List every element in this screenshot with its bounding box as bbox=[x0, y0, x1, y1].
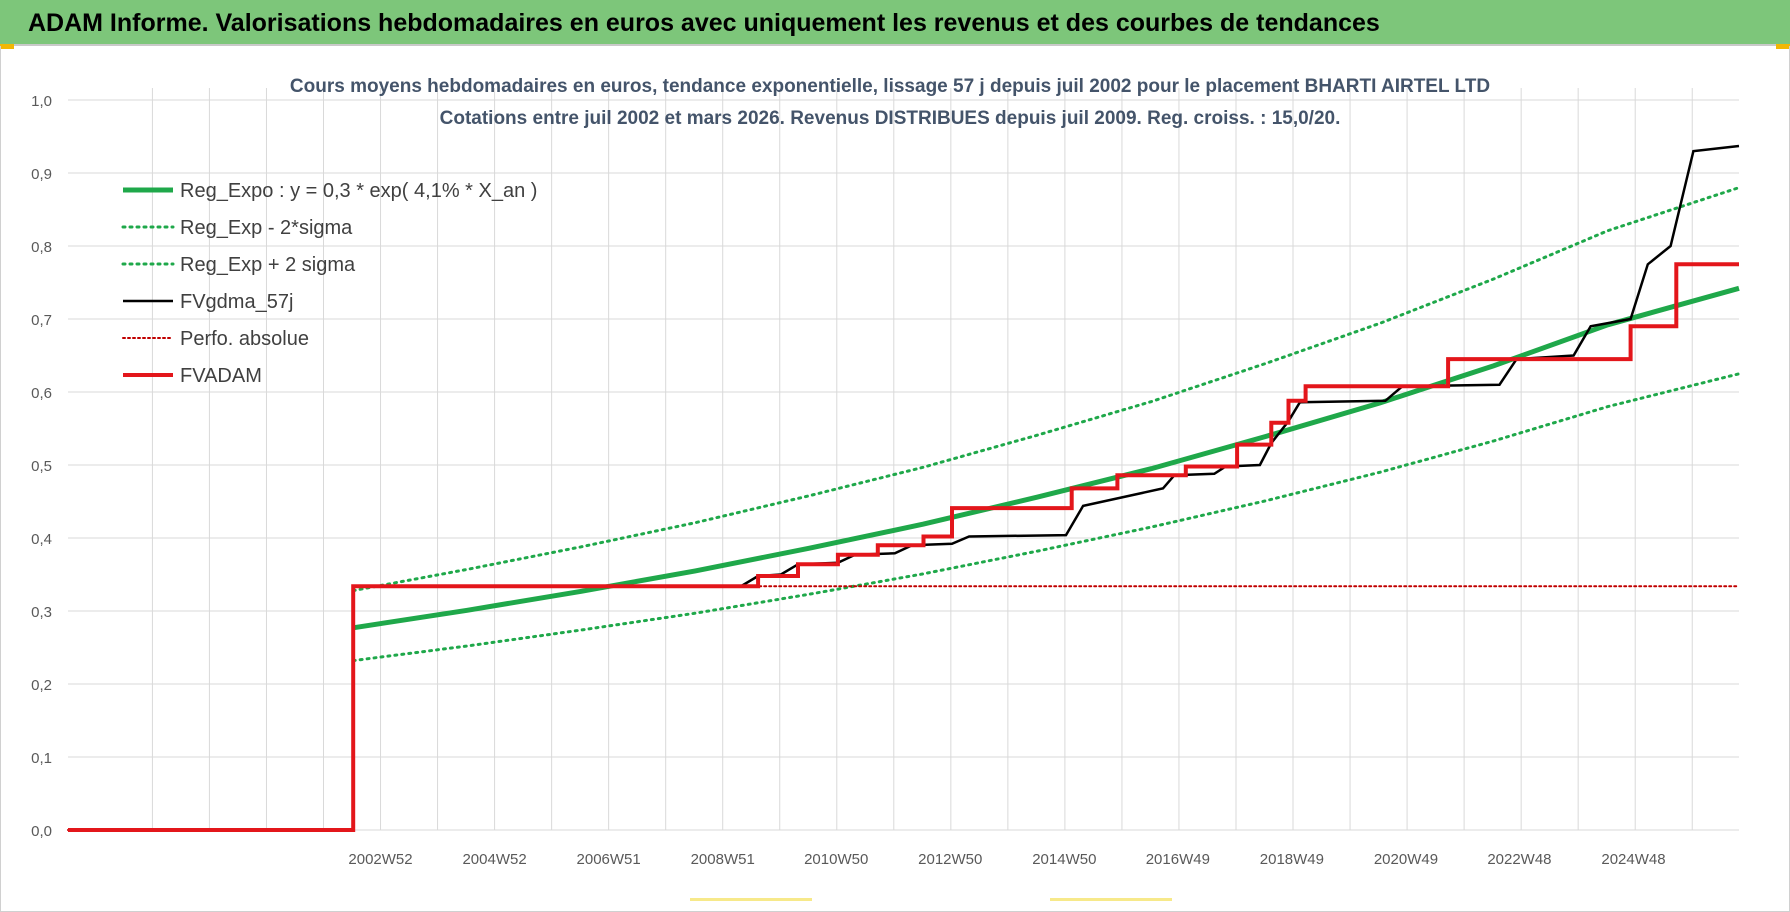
series-line bbox=[68, 262, 1739, 832]
series-line bbox=[352, 285, 1740, 631]
y-tick-label: 0,3 bbox=[31, 604, 52, 621]
series-line bbox=[67, 585, 1740, 831]
legend-label: Reg_Expo : y = 0,3 * exp( 4,1% * X_an ) bbox=[180, 180, 537, 202]
x-tick-label: 2012W50 bbox=[918, 851, 982, 868]
y-tick-label: 0,5 bbox=[31, 458, 52, 475]
y-tick-label: 0,1 bbox=[31, 750, 52, 767]
x-tick-label: 2024W48 bbox=[1601, 851, 1665, 868]
x-tick-label: 2008W51 bbox=[691, 851, 755, 868]
y-tick-label: 0,9 bbox=[31, 166, 52, 183]
legend-label: Perfo. absolue bbox=[180, 328, 309, 350]
corner-marker bbox=[0, 44, 14, 49]
legend-label: FVADAM bbox=[180, 365, 262, 387]
x-tick-label: 2010W50 bbox=[804, 851, 868, 868]
series-line bbox=[68, 144, 1740, 832]
y-tick-label: 0,2 bbox=[31, 677, 52, 694]
bottom-marker bbox=[690, 898, 812, 901]
header-banner: ADAM Informe. Valorisations hebdomadaire… bbox=[0, 0, 1790, 46]
x-tick-label: 2016W49 bbox=[1146, 851, 1210, 868]
bottom-marker bbox=[1050, 898, 1172, 901]
x-tick-label: 2006W51 bbox=[577, 851, 641, 868]
chart-subtitle: Cotations entre juil 2002 et mars 2026. … bbox=[440, 108, 1341, 129]
corner-marker bbox=[1776, 44, 1790, 49]
legend-label: Reg_Exp - 2*sigma bbox=[180, 217, 353, 239]
y-tick-label: 0,6 bbox=[31, 385, 52, 402]
x-tick-label: 2002W52 bbox=[348, 851, 412, 868]
x-tick-label: 2014W50 bbox=[1032, 851, 1096, 868]
x-tick-label: 2018W49 bbox=[1260, 851, 1324, 868]
y-tick-label: 0,4 bbox=[31, 531, 52, 548]
y-tick-label: 0,0 bbox=[31, 823, 52, 840]
y-tick-label: 1,0 bbox=[31, 93, 52, 110]
chart-title: Cours moyens hebdomadaires en euros, ten… bbox=[290, 76, 1490, 97]
x-tick-label: 2020W49 bbox=[1374, 851, 1438, 868]
legend-label: FVgdma_57j bbox=[180, 291, 293, 313]
y-tick-label: 0,7 bbox=[31, 312, 52, 329]
x-tick-label: 2022W48 bbox=[1487, 851, 1551, 868]
legend-label: Reg_Exp + 2 sigma bbox=[180, 254, 356, 276]
series-line bbox=[351, 186, 1741, 593]
x-tick-label: 2004W52 bbox=[462, 851, 526, 868]
report-title: ADAM Informe. Valorisations hebdomadaire… bbox=[28, 9, 1380, 37]
y-tick-label: 0,8 bbox=[31, 239, 52, 256]
series-line bbox=[351, 372, 1741, 663]
